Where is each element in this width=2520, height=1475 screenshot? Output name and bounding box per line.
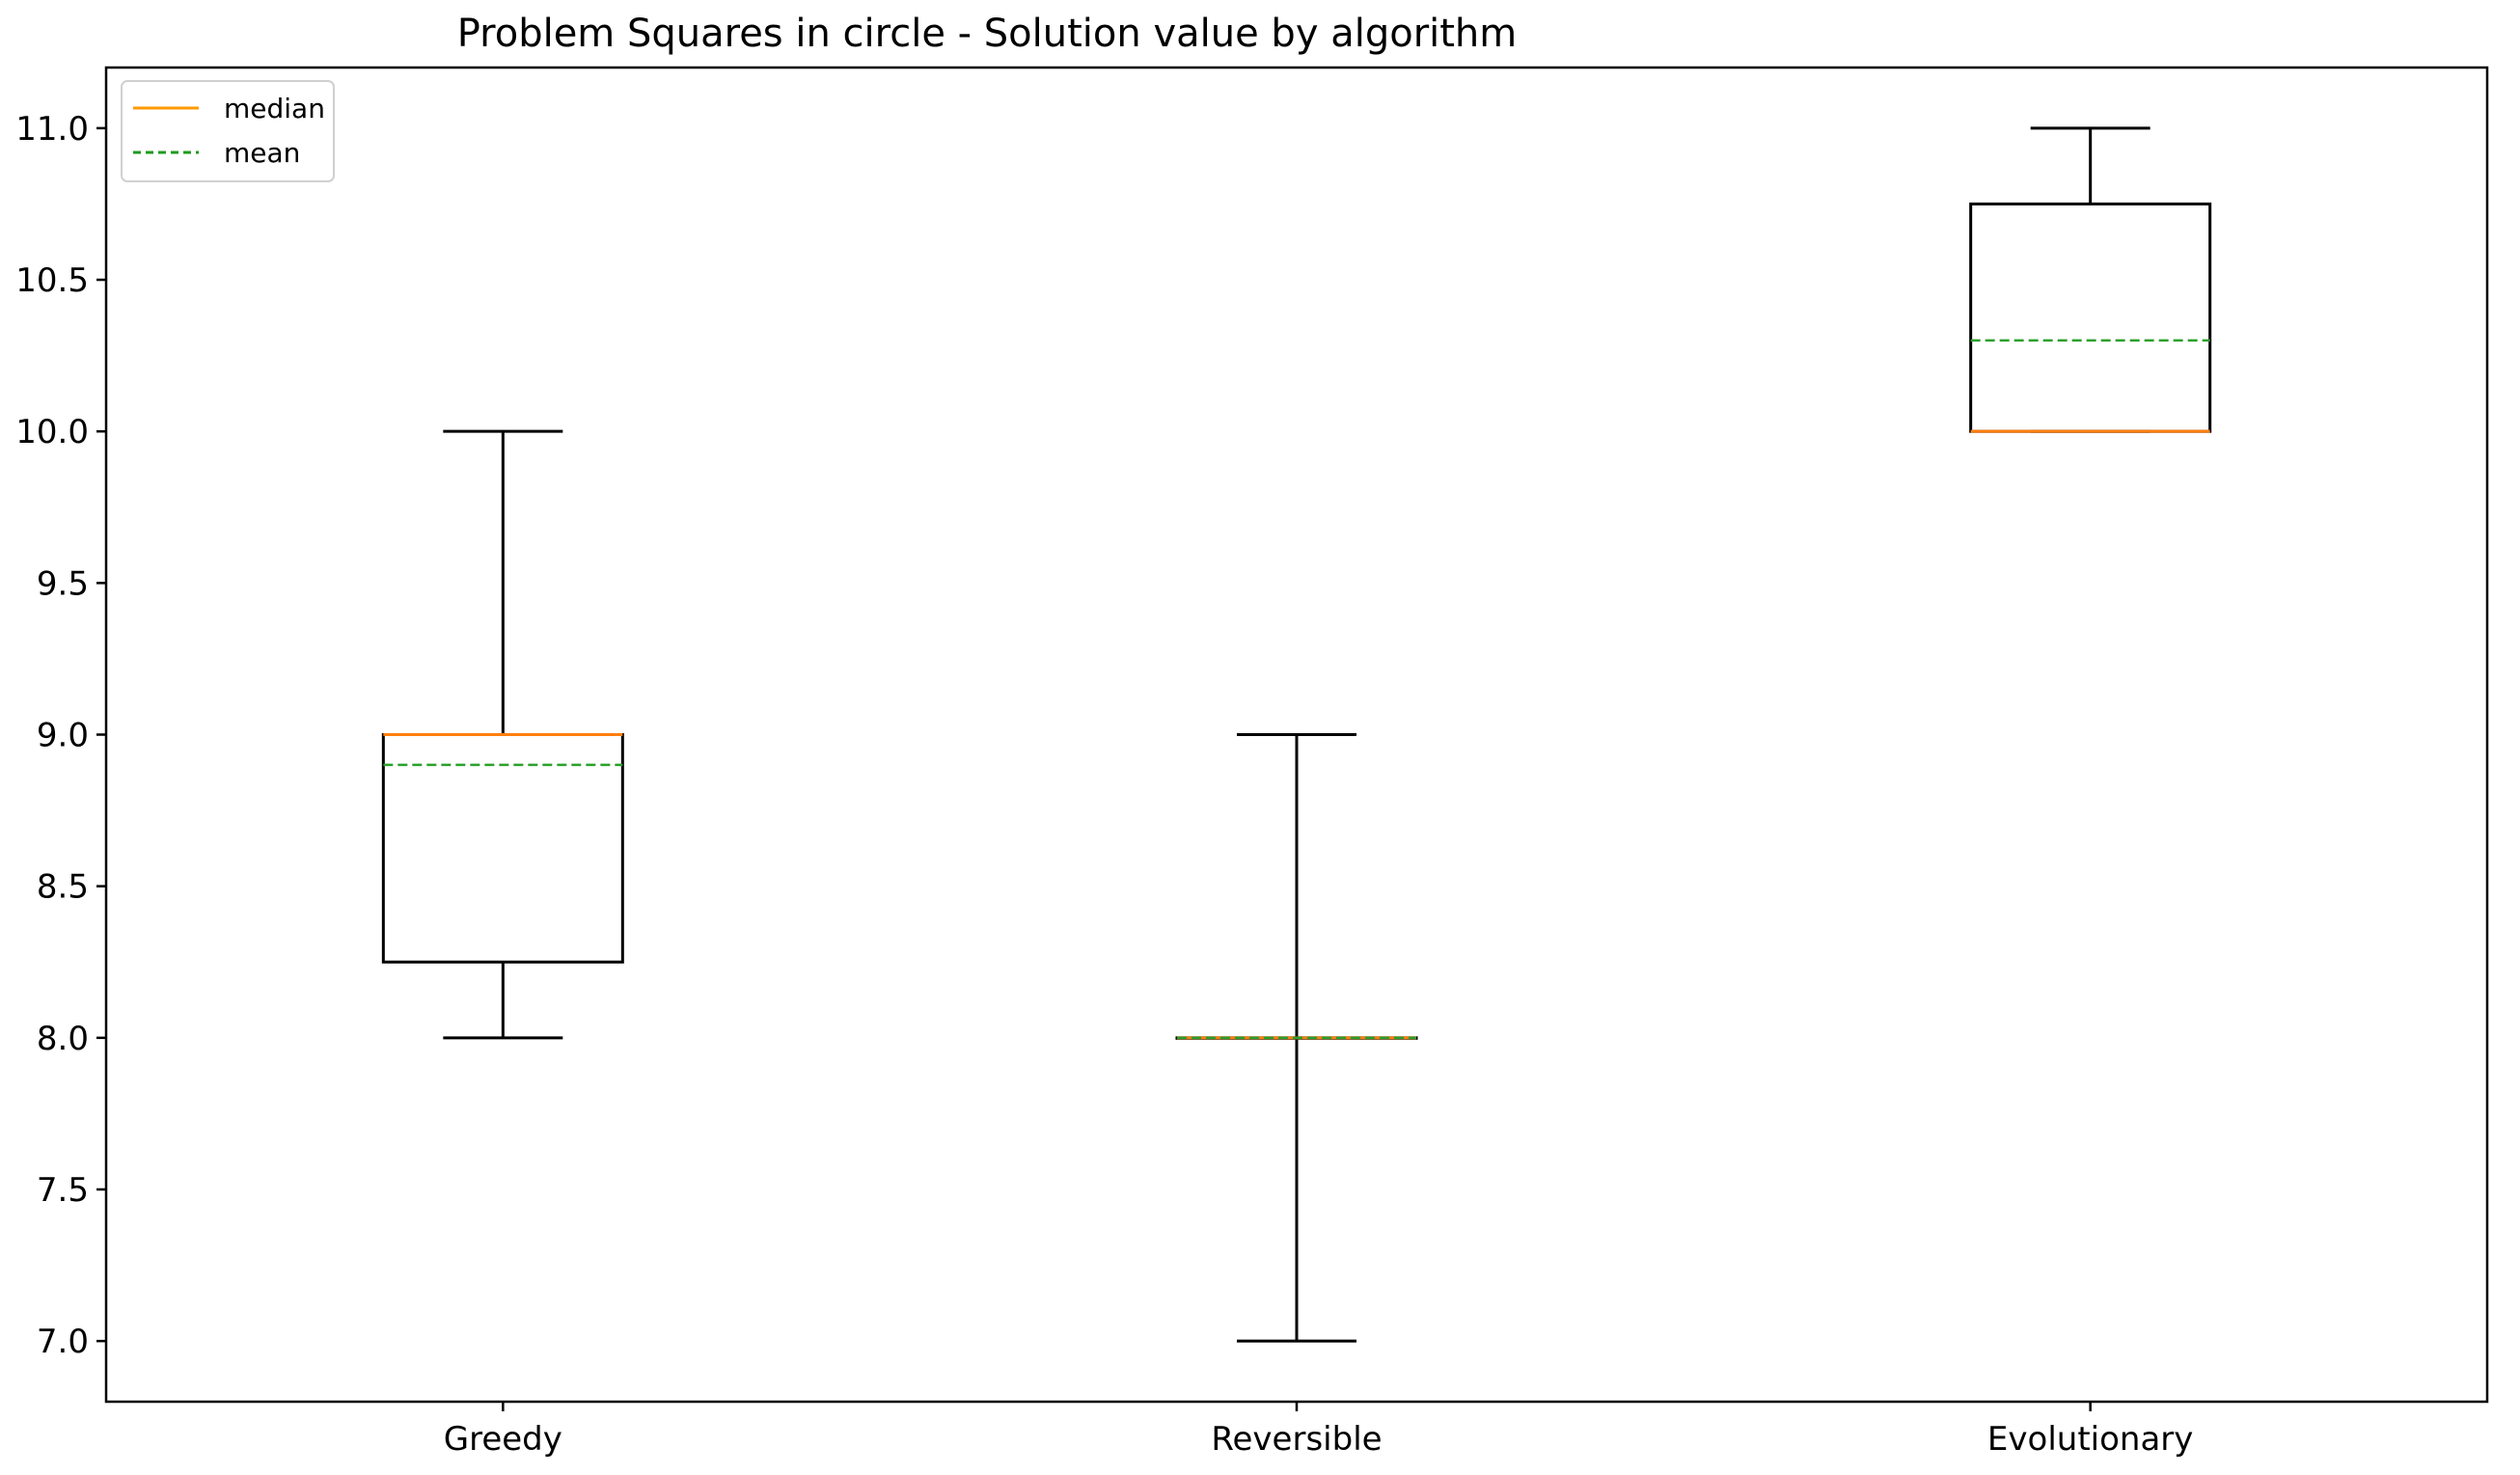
x-tick-label: Reversible bbox=[1211, 1420, 1382, 1459]
x-tick-label: Greedy bbox=[444, 1420, 562, 1459]
y-tick-label: 9.5 bbox=[37, 564, 89, 603]
legend-label-mean: mean bbox=[224, 137, 300, 169]
box-group-greedy bbox=[381, 429, 624, 1040]
chart-title: Problem Squares in circle - Solution val… bbox=[457, 12, 1518, 56]
y-tick-label: 7.5 bbox=[37, 1171, 89, 1210]
x-tick-label: Evolutionary bbox=[1987, 1420, 2193, 1459]
box-iqr bbox=[1969, 202, 2212, 433]
box-iqr bbox=[381, 733, 624, 964]
y-tick-label: 7.0 bbox=[37, 1323, 89, 1361]
y-tick-label: 8.5 bbox=[37, 868, 89, 907]
legend-box bbox=[121, 80, 335, 182]
y-tick-label: 10.0 bbox=[15, 413, 89, 451]
plot-area bbox=[381, 126, 2212, 1343]
box-group-evolutionary bbox=[1969, 126, 2212, 433]
axes: 7.0 7.5 8.0 8.5 9.0 9.5 10.0 10.5 11.0 Greedy Reve… bbox=[15, 66, 2489, 1459]
y-tick-label: 9.0 bbox=[37, 717, 89, 755]
y-tick-label: 8.0 bbox=[37, 1020, 89, 1058]
y-tick-label: 11.0 bbox=[15, 110, 89, 149]
legend-label-median: median bbox=[224, 93, 325, 124]
box-group-reversible bbox=[1175, 733, 1418, 1343]
legend: median mean bbox=[121, 80, 335, 182]
y-tick-label: 10.5 bbox=[15, 261, 89, 300]
